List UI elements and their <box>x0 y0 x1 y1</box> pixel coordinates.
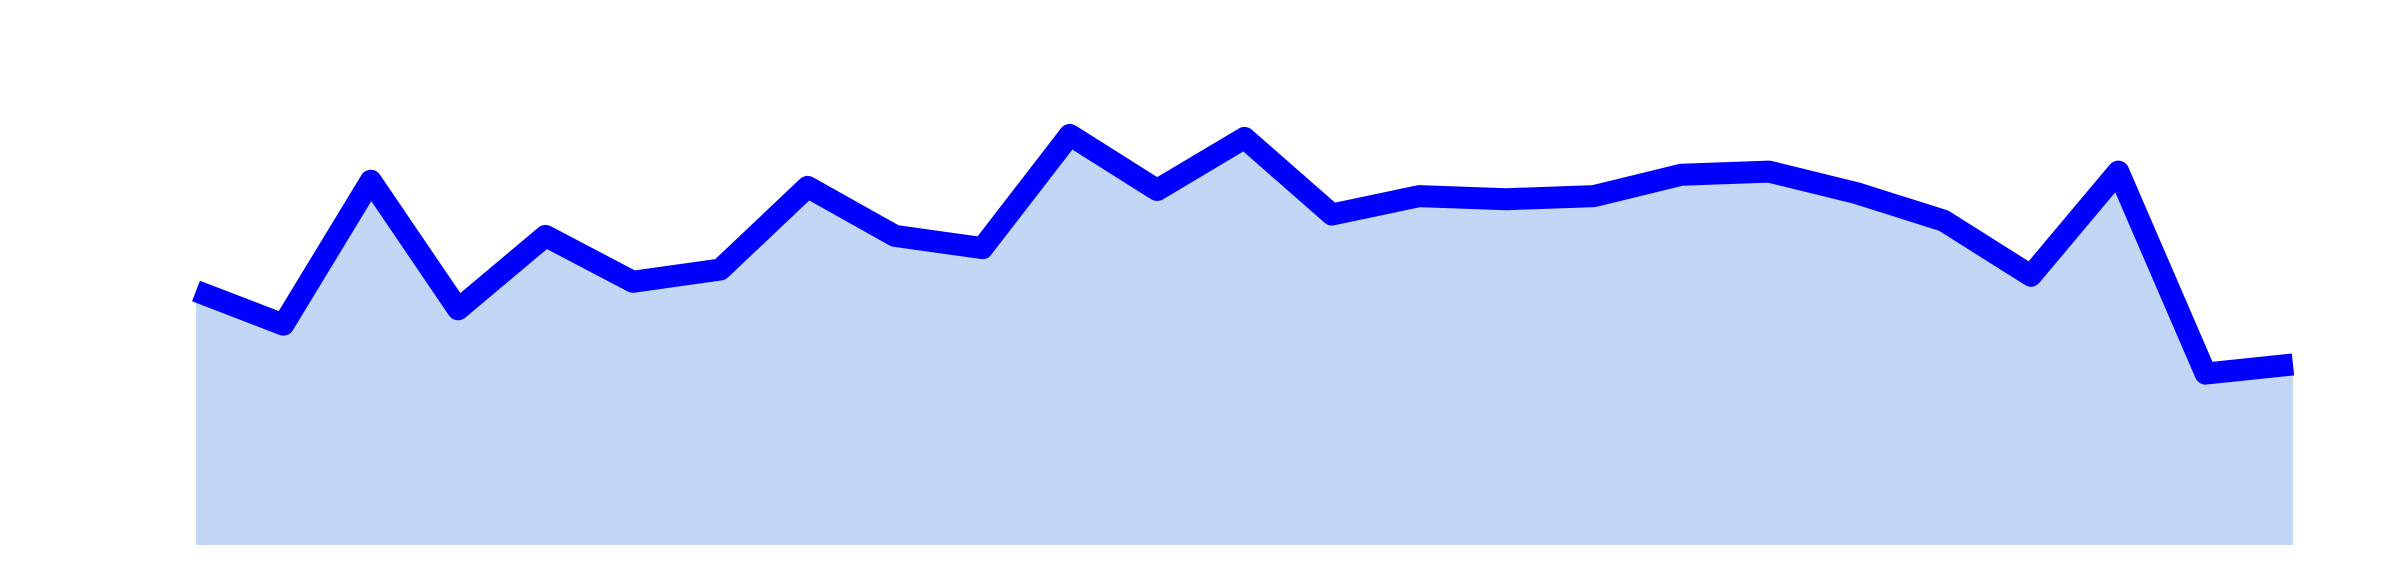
data-points <box>195 134 2294 374</box>
area-fill <box>196 134 2293 545</box>
